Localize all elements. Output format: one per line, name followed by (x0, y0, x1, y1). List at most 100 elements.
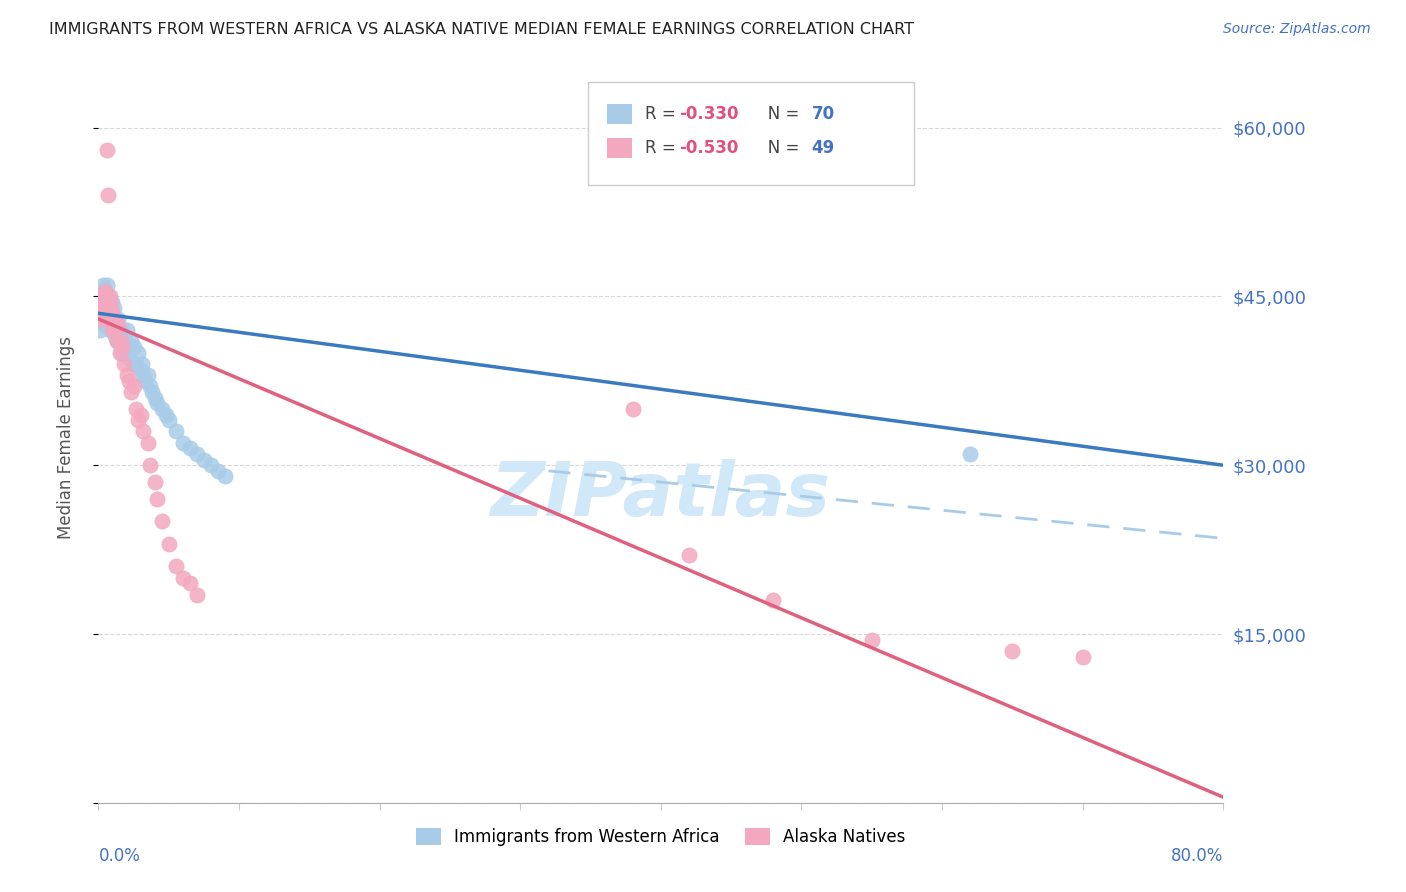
Point (96, 301, 118, 315)
Point (101, 323, 124, 337)
Point (100, 312, 122, 326)
Point (93, 289, 115, 303)
Point (146, 491, 169, 506)
Point (118, 351, 141, 366)
Point (108, 334, 131, 349)
Point (115, 323, 138, 337)
Point (96, 143, 118, 157)
Point (98, 306, 121, 320)
Point (186, 447, 208, 461)
Point (141, 385, 163, 400)
Point (103, 318, 125, 332)
Point (104, 328, 127, 343)
Point (200, 458, 222, 473)
Point (104, 323, 127, 337)
Point (112, 334, 135, 349)
Point (127, 413, 149, 427)
Text: 70: 70 (811, 104, 835, 123)
Point (157, 537, 180, 551)
Point (193, 452, 215, 467)
Point (110, 340, 132, 354)
Point (214, 469, 236, 483)
Point (89, 323, 111, 337)
Point (172, 571, 194, 585)
Point (96, 278, 118, 293)
Point (91, 306, 114, 320)
Point (93, 312, 115, 326)
Point (120, 334, 142, 349)
Point (94, 306, 117, 320)
Point (100, 301, 122, 315)
Point (1071, 649, 1094, 664)
Text: -0.530: -0.530 (679, 139, 738, 157)
Point (108, 323, 131, 337)
Point (103, 312, 125, 326)
Point (107, 312, 129, 326)
Point (621, 401, 644, 416)
Point (122, 379, 145, 393)
Text: 49: 49 (811, 139, 835, 157)
Point (105, 334, 128, 349)
Point (114, 345, 136, 359)
Point (93, 301, 115, 315)
Point (97, 188, 120, 202)
Point (132, 425, 155, 439)
Point (97, 301, 120, 315)
Text: N =: N = (752, 104, 804, 123)
Point (93, 301, 115, 315)
Point (100, 312, 122, 326)
Text: R =: R = (645, 139, 681, 157)
Point (132, 368, 155, 383)
Point (94, 284, 117, 298)
Point (97, 289, 120, 303)
Point (96, 295, 118, 310)
Point (94, 318, 117, 332)
Point (98, 323, 121, 337)
Point (115, 340, 138, 354)
Point (118, 374, 141, 388)
Point (207, 464, 229, 478)
Point (115, 368, 138, 383)
Point (134, 374, 156, 388)
Text: Source: ZipAtlas.com: Source: ZipAtlas.com (1223, 22, 1371, 37)
Point (110, 334, 132, 349)
Point (157, 413, 180, 427)
Point (186, 588, 208, 602)
Point (112, 357, 135, 371)
Text: 80.0%: 80.0% (1171, 847, 1223, 864)
Point (125, 401, 148, 416)
Point (94, 301, 117, 315)
Point (101, 295, 124, 310)
Point (143, 475, 166, 489)
Point (678, 548, 700, 562)
Point (129, 362, 152, 376)
Point (91, 295, 114, 310)
Point (959, 447, 981, 461)
Point (94, 284, 117, 298)
Point (127, 345, 149, 359)
Point (136, 435, 159, 450)
Point (120, 385, 142, 400)
Point (110, 323, 132, 337)
Point (165, 559, 187, 574)
Point (108, 345, 131, 359)
Point (97, 312, 120, 326)
Point (103, 301, 125, 315)
Point (91, 306, 114, 320)
Point (165, 425, 187, 439)
Point (98, 295, 121, 310)
Point (101, 306, 124, 320)
Point (143, 391, 166, 405)
Point (139, 458, 162, 473)
Text: -0.330: -0.330 (679, 104, 738, 123)
Point (125, 357, 148, 371)
Point (860, 632, 883, 647)
Point (101, 306, 124, 320)
Point (100, 301, 122, 315)
Text: ZIPatlas: ZIPatlas (491, 459, 831, 533)
Point (155, 408, 177, 422)
Point (107, 318, 129, 332)
Point (89, 312, 111, 326)
Point (179, 442, 201, 456)
FancyBboxPatch shape (588, 82, 914, 185)
